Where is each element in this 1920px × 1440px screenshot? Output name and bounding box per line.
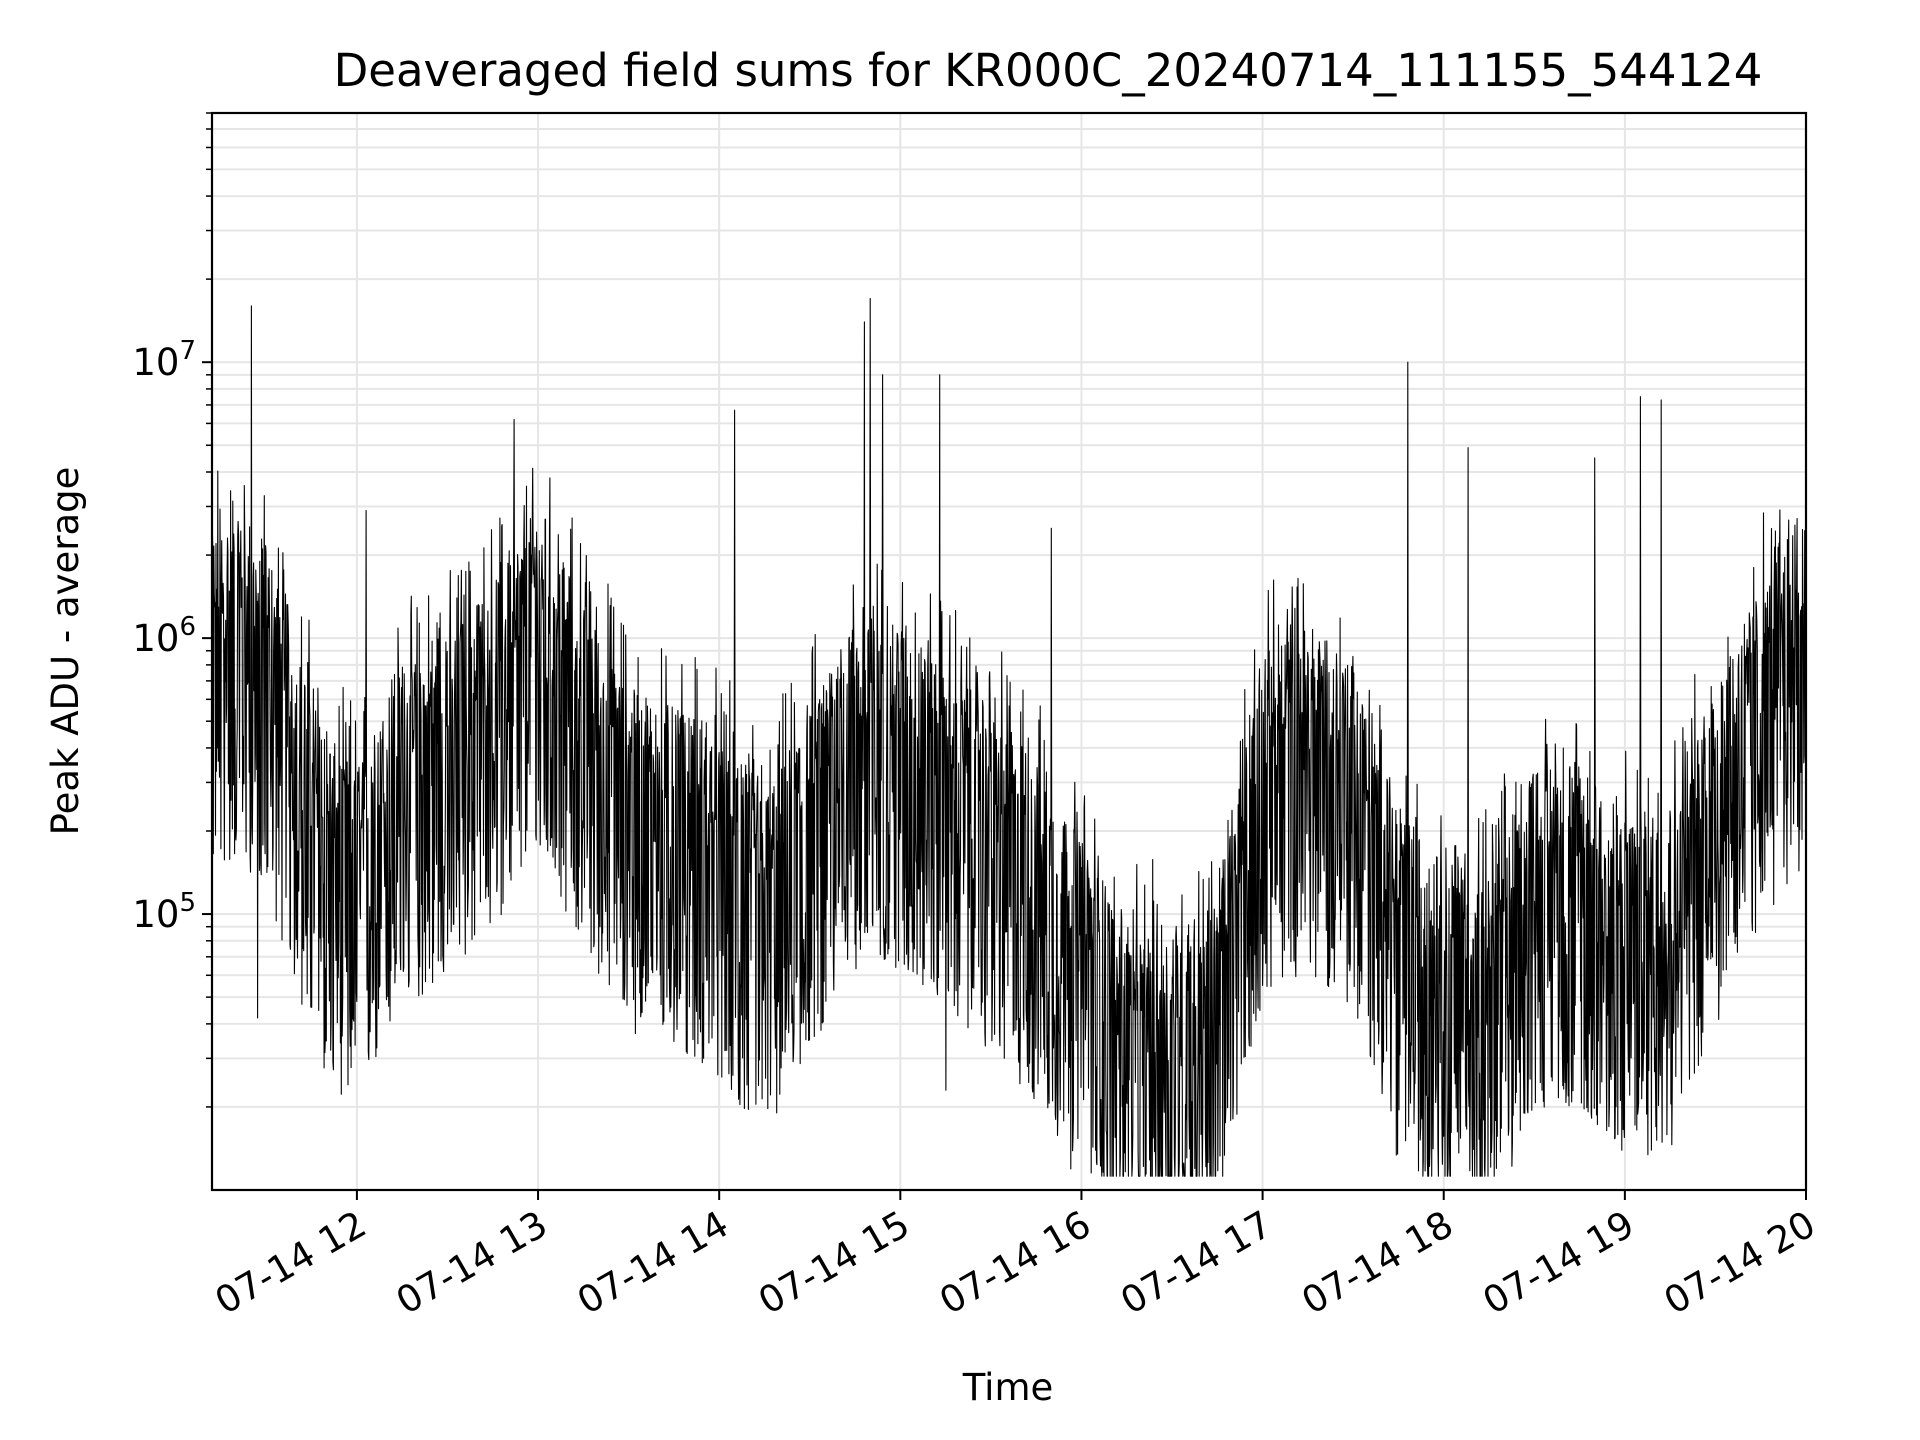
- y-tick-label: 105: [132, 888, 196, 936]
- x-tick-label: 07-14 19: [1476, 1203, 1642, 1323]
- y-tick-label: 107: [132, 336, 196, 384]
- chart-title: Deaveraged field sums for KR000C_2024071…: [334, 44, 1763, 97]
- x-tick-label: 07-14 14: [570, 1203, 736, 1323]
- x-axis-label: Time: [962, 1366, 1054, 1409]
- x-tick-label: 07-14 12: [208, 1203, 374, 1323]
- y-tick-label: 106: [132, 612, 196, 660]
- x-tick-label: 07-14 15: [751, 1203, 917, 1323]
- x-tick-label: 07-14 16: [932, 1203, 1098, 1323]
- y-axis-label: Peak ADU - average: [44, 467, 87, 836]
- x-tick-label: 07-14 17: [1114, 1203, 1280, 1323]
- x-axis-ticks: 07-14 12 07-14 13 07-14 14 07-14 15 07-14 16…: [208, 1190, 1823, 1323]
- x-tick-label: 07-14 20: [1657, 1203, 1823, 1323]
- series-line: [211, 298, 1807, 1177]
- x-tick-label: 07-14 13: [389, 1203, 555, 1323]
- series-layer: [211, 298, 1807, 1177]
- x-tick-label: 07-14 18: [1295, 1203, 1461, 1323]
- y-axis-ticks: 105 106 107: [132, 112, 212, 1108]
